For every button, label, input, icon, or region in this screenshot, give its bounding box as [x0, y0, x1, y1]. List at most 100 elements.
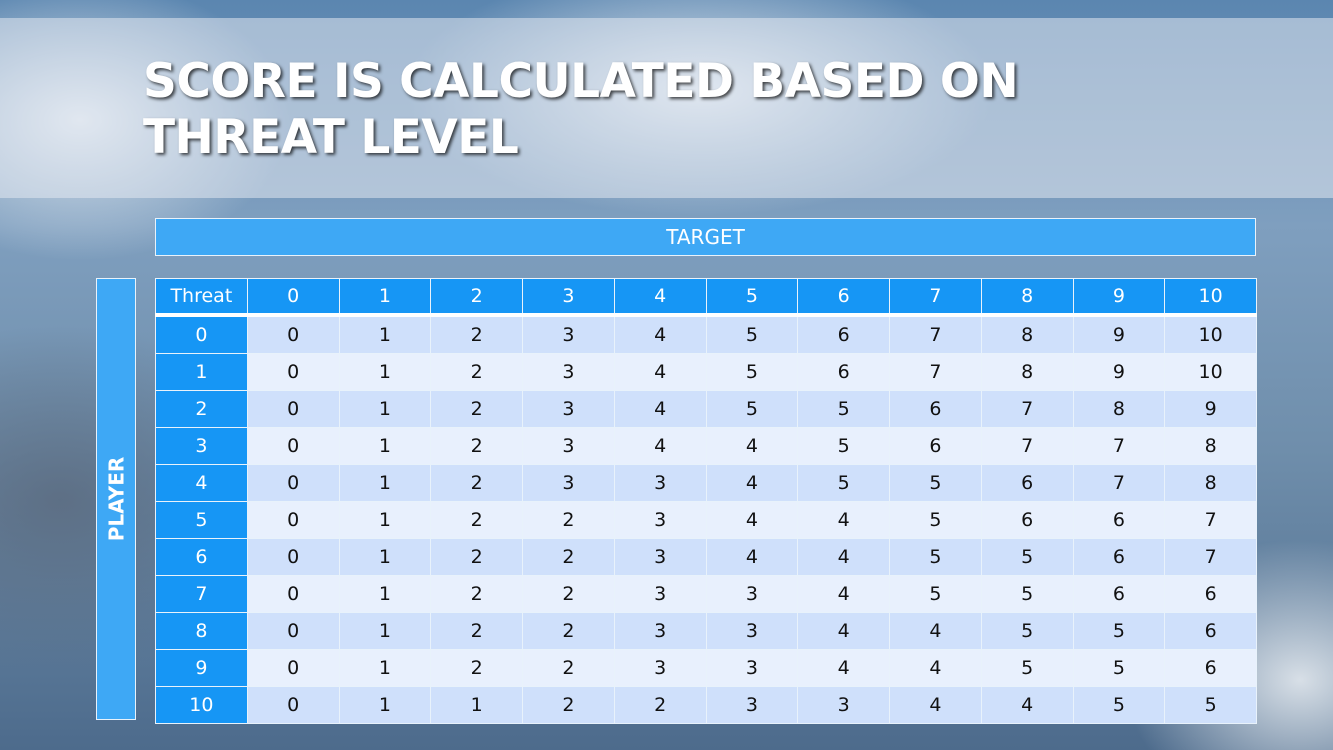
- score-cell: 0: [246, 501, 340, 539]
- score-cell: 3: [705, 612, 799, 650]
- score-cell: 0: [246, 686, 340, 724]
- column-header: 5: [705, 278, 799, 317]
- score-cell: 0: [246, 427, 340, 465]
- score-cell: 5: [889, 464, 982, 502]
- score-cell: 2: [522, 612, 615, 650]
- score-cell: 8: [1072, 390, 1166, 428]
- column-header: 0: [246, 278, 340, 317]
- score-cell: 7: [1164, 538, 1257, 576]
- score-cell: 1: [338, 612, 432, 650]
- row-header: 3: [155, 427, 248, 465]
- corner-header: Threat: [155, 278, 248, 317]
- row-header: 6: [155, 538, 248, 576]
- target-axis-label: TARGET: [155, 218, 1256, 256]
- table-row: 0 0 1 2 3 4 5 6 7 8 9 10: [155, 314, 1257, 354]
- score-cell: 3: [613, 538, 707, 576]
- score-cell: 7: [980, 390, 1074, 428]
- row-header: 1: [155, 353, 248, 391]
- column-header: 8: [980, 278, 1074, 317]
- score-cell: 6: [1164, 575, 1257, 613]
- score-cell: 1: [338, 575, 432, 613]
- score-cell: 5: [797, 464, 890, 502]
- score-cell: 10: [1164, 353, 1257, 391]
- row-header: 8: [155, 612, 248, 650]
- score-cell: 2: [430, 612, 523, 650]
- score-cell: 6: [889, 390, 982, 428]
- row-header: 9: [155, 649, 248, 687]
- score-cell: 1: [338, 314, 432, 354]
- score-cell: 4: [797, 538, 890, 576]
- score-cell: 7: [1072, 464, 1166, 502]
- score-cell: 4: [613, 353, 707, 391]
- score-cell: 3: [613, 649, 707, 687]
- column-header: 9: [1072, 278, 1166, 317]
- score-cell: 8: [980, 353, 1074, 391]
- score-cell: 6: [797, 314, 890, 354]
- score-cell: 1: [338, 353, 432, 391]
- score-cell: 2: [522, 501, 615, 539]
- score-cell: 4: [889, 686, 982, 724]
- score-cell: 3: [613, 464, 707, 502]
- score-cell: 4: [889, 612, 982, 650]
- score-cell: 3: [613, 612, 707, 650]
- column-header: 6: [797, 278, 890, 317]
- score-cell: 2: [430, 427, 523, 465]
- score-cell: 5: [705, 353, 799, 391]
- column-header: 2: [430, 278, 523, 317]
- column-header: 1: [338, 278, 432, 317]
- score-cell: 0: [246, 390, 340, 428]
- score-cell: 2: [430, 464, 523, 502]
- score-cell: 6: [1164, 612, 1257, 650]
- player-label: PLAYER: [104, 456, 129, 542]
- score-cell: 4: [980, 686, 1074, 724]
- score-cell: 5: [1072, 649, 1166, 687]
- score-cell: 3: [797, 686, 890, 724]
- score-cell: 8: [1164, 427, 1257, 465]
- row-header: 7: [155, 575, 248, 613]
- score-cell: 1: [338, 501, 432, 539]
- score-cell: 5: [1072, 686, 1166, 724]
- score-cell: 2: [430, 649, 523, 687]
- score-cell: 3: [522, 427, 615, 465]
- score-cell: 9: [1072, 314, 1166, 354]
- score-cell: 3: [705, 686, 799, 724]
- score-cell: 3: [522, 390, 615, 428]
- score-cell: 10: [1164, 314, 1257, 354]
- score-cell: 5: [889, 538, 982, 576]
- score-cell: 2: [522, 686, 615, 724]
- score-cell: 6: [1072, 575, 1166, 613]
- score-cell: 5: [797, 427, 890, 465]
- score-cell: 1: [338, 427, 432, 465]
- score-cell: 2: [430, 575, 523, 613]
- score-cell: 2: [430, 538, 523, 576]
- score-cell: 4: [797, 575, 890, 613]
- score-cell: 3: [613, 501, 707, 539]
- column-header: 10: [1164, 278, 1257, 317]
- score-cell: 4: [797, 649, 890, 687]
- score-cell: 0: [246, 314, 340, 354]
- score-cell: 5: [980, 575, 1074, 613]
- score-cell: 5: [705, 390, 799, 428]
- score-cell: 6: [889, 427, 982, 465]
- score-cell: 4: [613, 390, 707, 428]
- table-row: 10 0 1 1 2 2 3 3 4 4 5 5: [155, 686, 1257, 724]
- score-cell: 1: [338, 538, 432, 576]
- score-cell: 2: [430, 390, 523, 428]
- score-table: Threat 0 1 2 3 4 5 6 7 8 9 10 0 0 1 2 3 4 5 6 7 8 9 10 1 0 1 2 3 4 5…: [155, 278, 1257, 724]
- score-cell: 7: [1164, 501, 1257, 539]
- score-cell: 0: [246, 538, 340, 576]
- score-cell: 4: [797, 501, 890, 539]
- score-cell: 6: [980, 464, 1074, 502]
- score-cell: 1: [338, 649, 432, 687]
- score-cell: 2: [522, 538, 615, 576]
- score-cell: 4: [705, 427, 799, 465]
- row-header: 4: [155, 464, 248, 502]
- score-cell: 2: [522, 649, 615, 687]
- row-header: 2: [155, 390, 248, 428]
- score-cell: 8: [1164, 464, 1257, 502]
